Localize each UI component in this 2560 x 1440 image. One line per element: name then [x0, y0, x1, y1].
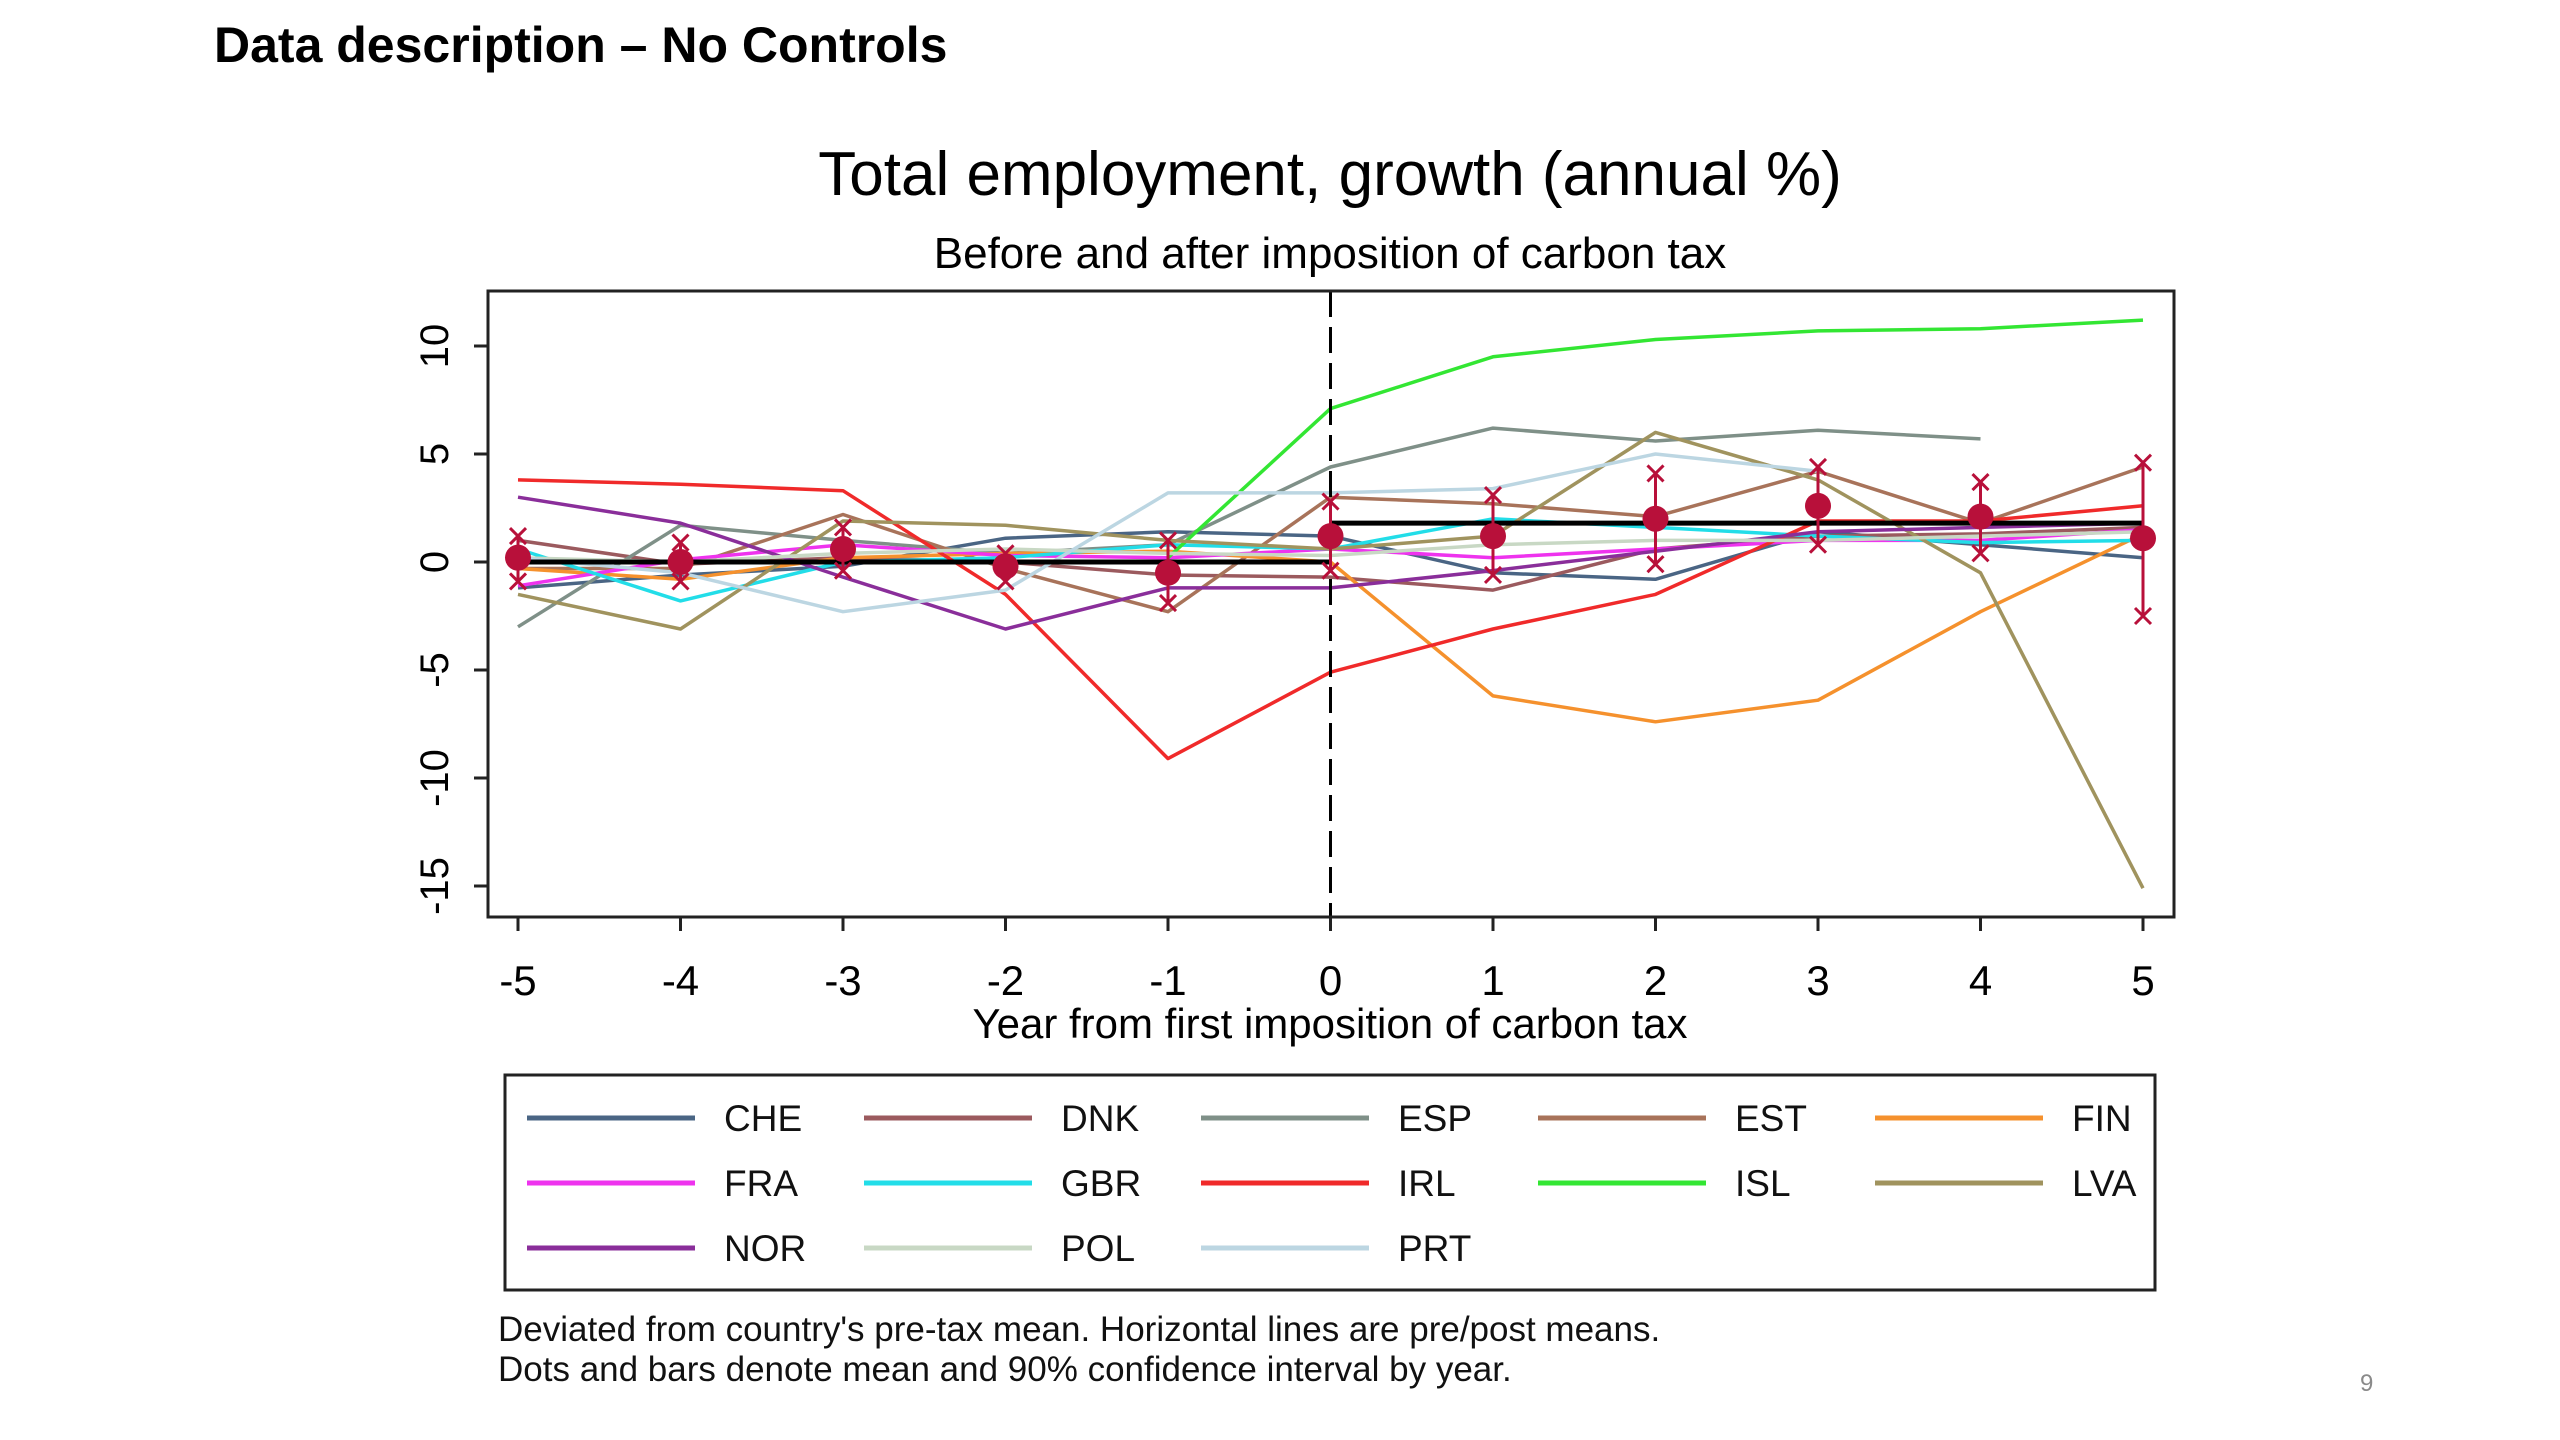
footnote-line-2: Dots and bars denote mean and 90% confid… — [498, 1350, 1512, 1389]
x-tick-label: -3 — [824, 957, 861, 1004]
ci-cap-marker — [1808, 457, 1828, 477]
legend-label-fin: FIN — [2072, 1098, 2132, 1139]
footnote-line-1: Deviated from country's pre-tax mean. Ho… — [498, 1310, 1661, 1349]
legend-label-esp: ESP — [1398, 1098, 1472, 1139]
ci-cap-marker — [1646, 555, 1665, 574]
ci-cap-marker — [2133, 453, 2153, 472]
legend-label-lva: LVA — [2072, 1163, 2137, 1204]
chart-subtitle: Before and after imposition of carbon ta… — [934, 229, 1726, 278]
legend-label-fra: FRA — [724, 1163, 798, 1204]
ci-cap-marker — [508, 527, 528, 546]
legend-label-irl: IRL — [1398, 1163, 1456, 1204]
legend-label-dnk: DNK — [1061, 1098, 1139, 1139]
x-tick-label: -4 — [662, 957, 699, 1004]
legend-label-nor: NOR — [724, 1228, 806, 1269]
ci-cap-marker — [1158, 531, 1178, 550]
y-tick-label: 5 — [413, 443, 457, 465]
ci-cap-marker — [671, 572, 690, 591]
yearly-mean-dot — [1480, 523, 1506, 550]
ci-cap-marker — [1321, 492, 1340, 511]
ci-cap-marker — [833, 518, 853, 537]
yearly-mean-dot — [992, 553, 1019, 580]
series-line-est — [518, 465, 2144, 614]
chart-title: Total employment, growth (annual %) — [818, 140, 1841, 209]
yearly-mean-dot — [2130, 525, 2156, 552]
series-line-esp — [517, 426, 1981, 629]
page-number: 9 — [2360, 1370, 2374, 1397]
x-axis-label: Year from first imposition of carbon tax — [972, 1000, 1687, 1047]
legend-label-prt: PRT — [1398, 1228, 1471, 1269]
ci-cap-marker — [671, 533, 690, 552]
yearly-mean-dot — [1317, 523, 1344, 550]
x-tick-label: -2 — [987, 957, 1024, 1004]
x-tick-label: 3 — [1806, 957, 1829, 1004]
ci-cap-marker — [1971, 473, 1990, 492]
ci-cap-marker — [2133, 606, 2153, 626]
legend-label-isl: ISL — [1735, 1163, 1791, 1204]
y-tick-label: -10 — [413, 749, 457, 807]
x-tick-label: 1 — [1481, 957, 1504, 1004]
yearly-mean-dot — [1642, 505, 1669, 532]
y-tick-label: 10 — [413, 324, 457, 369]
y-tick-label: -5 — [413, 652, 457, 688]
y-tick-label: -15 — [413, 857, 457, 915]
ci-cap-marker — [1808, 535, 1828, 554]
legend-label-est: EST — [1735, 1098, 1807, 1139]
ci-cap-marker — [1646, 464, 1665, 483]
ci-cap-marker — [1483, 565, 1503, 585]
yearly-mean-dot — [1967, 503, 1994, 530]
yearly-mean-dot — [505, 544, 531, 571]
x-tick-label: -1 — [1149, 957, 1186, 1004]
slide-title: Data description – No Controls — [214, 17, 948, 73]
x-tick-label: 0 — [1319, 957, 1342, 1004]
ci-cap-marker — [508, 572, 528, 591]
legend-label-pol: POL — [1061, 1228, 1135, 1269]
y-tick-label: 0 — [413, 551, 457, 573]
ci-cap-marker — [1158, 593, 1178, 613]
plot-area — [505, 291, 2156, 917]
x-tick-label: -5 — [499, 957, 536, 1004]
yearly-mean-dot — [667, 549, 694, 575]
yearly-mean-dot — [1155, 559, 1181, 586]
x-tick-label: 2 — [1644, 957, 1667, 1004]
plot-frame — [486, 289, 2176, 919]
ci-cap-marker — [1483, 485, 1503, 505]
ci-cap-marker — [1321, 561, 1340, 580]
x-tick-label: 4 — [1969, 957, 1992, 1004]
ci-cap-marker — [833, 561, 853, 580]
x-tick-label: 5 — [2131, 957, 2154, 1004]
yearly-mean-dot — [830, 536, 856, 563]
series-line-prt — [517, 452, 1819, 614]
legend-label-gbr: GBR — [1061, 1163, 1141, 1204]
ci-cap-marker — [1971, 544, 1990, 563]
chart-footnote: Deviated from country's pre-tax mean. Ho… — [498, 1310, 1660, 1390]
yearly-mean-dot — [1805, 492, 1831, 519]
legend-label-che: CHE — [724, 1098, 802, 1139]
